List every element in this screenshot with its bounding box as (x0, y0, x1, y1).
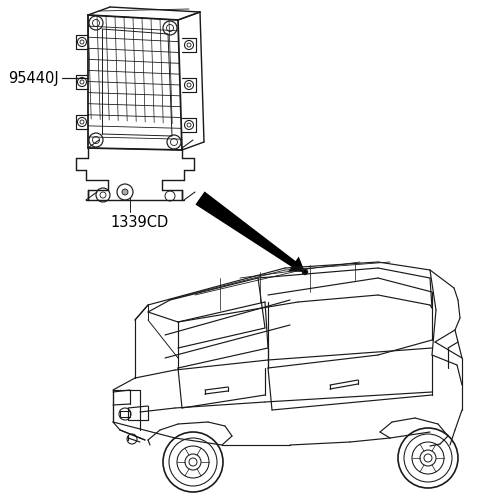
Text: 95440J: 95440J (8, 71, 59, 86)
Circle shape (122, 189, 128, 195)
Text: 1339CD: 1339CD (110, 215, 168, 230)
Polygon shape (195, 191, 305, 272)
Circle shape (302, 269, 308, 274)
